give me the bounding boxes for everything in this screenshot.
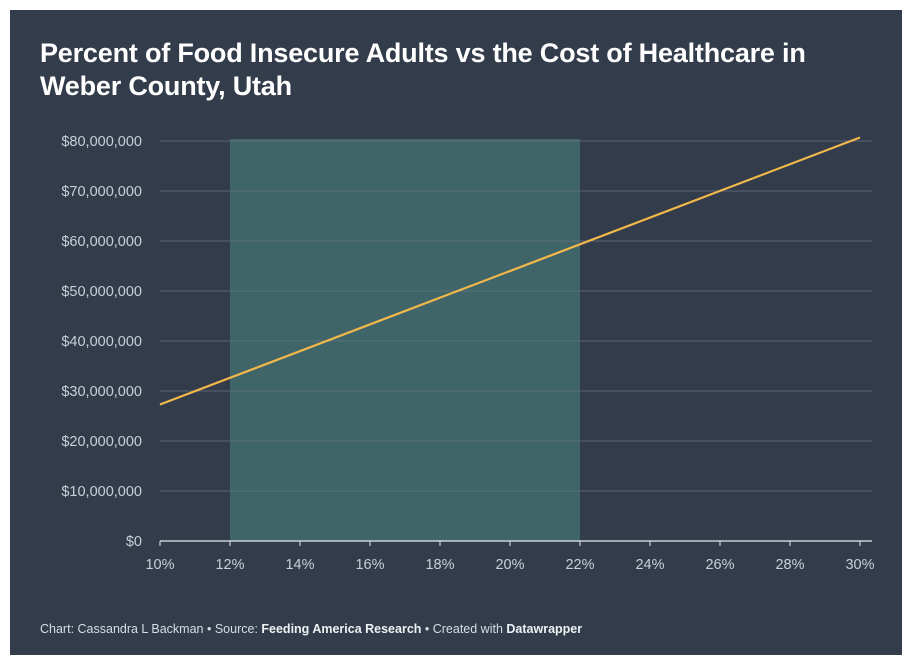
y-tick-label: $0 [126,534,142,550]
y-tick-label: $30,000,000 [61,384,142,400]
chart-title: Percent of Food Insecure Adults vs the C… [40,38,806,101]
y-tick-label: $60,000,000 [61,234,142,250]
x-tick-label: 24% [635,557,664,573]
y-tick-label: $10,000,000 [61,484,142,500]
x-tick-label: 12% [215,557,244,573]
x-tick-label: 16% [355,557,384,573]
footer-separator-source: • Source: [203,622,262,636]
x-tick-label: 10% [145,557,174,573]
x-tick-label: 26% [705,557,734,573]
y-tick-label: $70,000,000 [61,184,142,200]
x-tick-label: 30% [845,557,874,573]
y-tick-label: $50,000,000 [61,284,142,300]
chart-plot: $0 $10,000,000 $20,000,000 $30,000,000 $40,0… [61,134,874,573]
series-line [159,136,861,406]
chart-footer: Chart: Cassandra L Backman • Source: Fee… [40,622,582,636]
x-tick-label: 28% [775,557,804,573]
y-tick-label: $40,000,000 [61,334,142,350]
footer-tool: Datawrapper [506,622,583,636]
x-tick-label: 20% [495,557,524,573]
footer-source: Feeding America Research [261,622,422,636]
x-tick-label: 14% [285,557,314,573]
highlight-band [230,139,580,541]
footer-separator-created: • Created with [421,622,507,636]
x-tick-label: 18% [425,557,454,573]
x-tick-label: 22% [565,557,594,573]
chart-frame: Percent of Food Insecure Adults vs the C… [10,10,902,655]
y-tick-label: $20,000,000 [61,434,142,450]
footer-chart-credit: Chart: Cassandra L Backman [40,622,204,636]
y-tick-label: $80,000,000 [61,134,142,150]
